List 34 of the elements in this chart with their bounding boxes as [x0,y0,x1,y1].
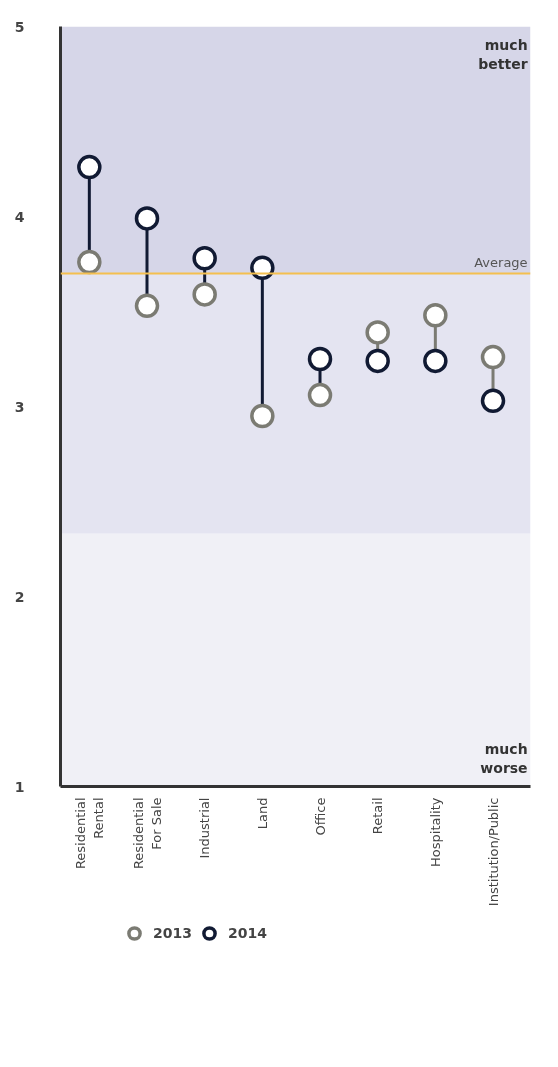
point [250,255,275,281]
x-tick-label: Retail [370,797,386,835]
legend-label: 2013 [153,925,192,941]
point [192,282,217,307]
y-tick-label: 5 [14,18,25,35]
point [307,346,333,372]
point [423,348,448,374]
x-tick-label: Institution/Public [485,797,501,907]
legend-label: 2014 [227,925,267,941]
x-tick-label: Residential Rental [72,797,106,870]
x-tick-label: Residential For Sale [130,797,164,870]
point [480,344,506,370]
point [365,348,390,374]
y-tick-label: 2 [14,588,25,605]
point [77,249,102,275]
x-tick-label: Land [254,797,270,830]
x-tick-label: Industrial [197,797,213,859]
point [134,206,160,231]
point [250,403,275,429]
y-tick-label: 3 [14,398,25,415]
point [192,246,217,271]
point [307,382,333,408]
annotation: much worse [480,741,528,777]
point [77,154,102,180]
x-tick-label: Hospitality [427,797,443,867]
point [423,303,448,328]
point [134,293,160,319]
point [480,388,506,414]
y-tick-label: 1 [14,778,25,795]
point [365,320,390,345]
y-tick-label: 4 [14,208,25,225]
ref-line-label: Average [474,254,528,270]
annotation: much better [478,36,528,72]
x-tick-label: Office [312,797,328,836]
